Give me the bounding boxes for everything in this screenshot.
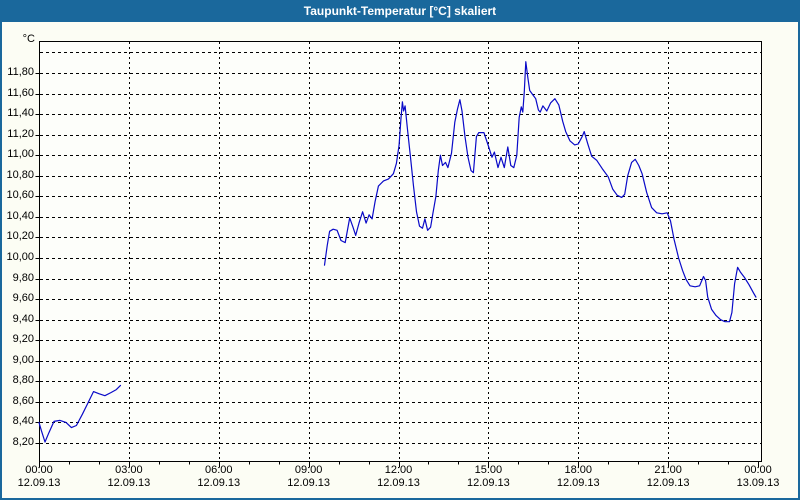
chart-title: Taupunkt-Temperatur [°C] skaliert xyxy=(303,4,497,18)
y-axis-unit-label: °C xyxy=(22,33,35,45)
y-axis-tick-label: 10,40 xyxy=(6,209,34,222)
y-axis-tick-label: 10,60 xyxy=(6,189,34,202)
y-axis-tick-label: 11,60 xyxy=(7,86,34,99)
y-axis-tick-label: 8,20 xyxy=(12,436,34,448)
x-tick-date: 12.09.13 xyxy=(556,477,600,489)
y-axis-tick-label: 11,80 xyxy=(7,66,34,78)
x-axis-tick-label: 00:00 12.09.13 xyxy=(0,464,79,490)
x-tick-time: 21:00 xyxy=(654,464,682,476)
x-tick-date: 12.09.13 xyxy=(377,477,420,489)
dew-point-series-line xyxy=(38,384,122,443)
x-tick-time: 06:00 xyxy=(204,464,233,476)
x-tick-date: 12.09.13 xyxy=(197,477,241,489)
x-axis-tick-label: 12:00 12.09.13 xyxy=(359,464,439,490)
y-axis-tick-label: 11,00 xyxy=(7,148,34,161)
x-axis-tick-label: 03:00 12.09.13 xyxy=(89,464,169,490)
x-tick-date: 12.09.13 xyxy=(107,477,151,489)
x-axis-tick-label: 00:00 13.09.13 xyxy=(718,464,798,490)
y-axis-tick-label: 10,00 xyxy=(6,251,34,263)
y-axis-tick-label: 9,20 xyxy=(12,333,34,346)
y-axis-tick-label: 9,60 xyxy=(12,292,34,305)
x-tick-date: 12.09.13 xyxy=(17,477,61,489)
y-axis-tick-label: 9,40 xyxy=(12,312,34,325)
x-tick-time: 09:00 xyxy=(294,464,323,476)
y-axis-tick-label: 11,40 xyxy=(7,107,34,120)
x-tick-date: 12.09.13 xyxy=(287,477,331,489)
x-tick-time: 12:00 xyxy=(384,464,413,476)
x-tick-time: 00:00 xyxy=(25,464,53,476)
chart-title-bar: Taupunkt-Temperatur [°C] skaliert xyxy=(0,0,800,22)
y-axis-tick-label: 8,60 xyxy=(12,394,34,407)
x-tick-time: 18:00 xyxy=(564,464,593,476)
x-tick-time: 15:00 xyxy=(474,464,503,476)
x-axis-tick-label: 06:00 12.09.13 xyxy=(179,464,259,490)
x-tick-time: 00:00 xyxy=(744,464,772,476)
dew-point-series-line xyxy=(323,61,757,323)
y-axis-tick-label: 8,80 xyxy=(12,374,34,387)
x-tick-date: 13.09.13 xyxy=(736,477,780,489)
y-axis-tick-label: 10,20 xyxy=(6,230,34,243)
x-tick-time: 03:00 xyxy=(115,464,143,476)
x-axis-tick-label: 09:00 12.09.13 xyxy=(269,464,349,490)
x-tick-date: 12.09.13 xyxy=(646,477,690,489)
y-axis-tick-label: 8,40 xyxy=(12,415,34,428)
x-axis-tick-label: 15:00 12.09.13 xyxy=(448,464,528,490)
x-axis-tick-label: 18:00 12.09.13 xyxy=(538,464,618,490)
y-axis-tick-label: 9,00 xyxy=(12,353,34,366)
x-axis-tick-label: 21:00 12.09.13 xyxy=(628,464,708,490)
y-axis-tick-label: 10,80 xyxy=(6,168,34,181)
y-axis-tick-label: 11,20 xyxy=(7,127,34,140)
x-tick-date: 12.09.13 xyxy=(466,477,510,489)
y-axis-tick-label: 9,80 xyxy=(12,271,34,284)
